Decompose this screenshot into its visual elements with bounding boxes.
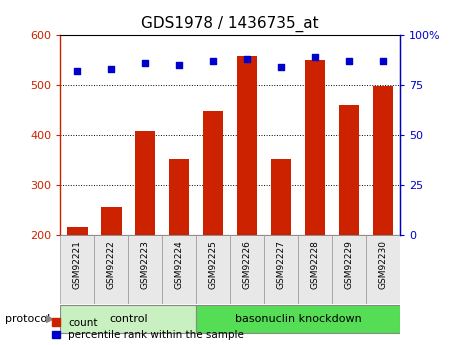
Bar [128,235,162,304]
Bar [196,305,400,333]
Text: GSM92223: GSM92223 [141,240,150,289]
Bar [135,130,155,335]
Point [379,58,387,63]
Point [209,58,217,63]
Bar [60,235,94,304]
Bar [264,235,298,304]
Bar [373,86,393,335]
Bar [196,235,230,304]
Point [141,60,149,65]
Text: GSM92229: GSM92229 [345,240,353,289]
Bar [67,227,87,335]
Bar [94,235,128,304]
Point [312,54,319,59]
Text: GSM92222: GSM92222 [107,240,116,289]
Bar [60,305,196,333]
Legend: count, percentile rank within the sample: count, percentile rank within the sample [52,318,244,340]
Bar [169,159,189,335]
Text: GSM92226: GSM92226 [243,240,252,289]
Bar [101,207,121,335]
Bar [298,235,332,304]
Point [345,58,353,63]
Title: GDS1978 / 1436735_at: GDS1978 / 1436735_at [141,16,319,32]
Text: GSM92224: GSM92224 [175,240,184,289]
Bar [271,159,291,335]
Text: protocol: protocol [5,314,50,324]
Text: GSM92221: GSM92221 [73,240,82,289]
Bar [162,235,196,304]
Bar [230,235,264,304]
Bar [237,56,257,335]
Point [244,56,251,61]
Bar [203,110,223,335]
Point [73,68,81,73]
Text: control: control [109,314,148,324]
Text: GSM92227: GSM92227 [277,240,286,289]
Text: basonuclin knockdown: basonuclin knockdown [235,314,361,324]
Text: GSM92228: GSM92228 [311,240,319,289]
Bar [366,235,400,304]
Text: GSM92225: GSM92225 [209,240,218,289]
Text: GSM92230: GSM92230 [379,240,387,289]
Bar [305,60,325,335]
Point [176,62,183,67]
Bar [339,105,359,335]
Point [277,64,285,69]
Text: ▶: ▶ [46,314,54,324]
Point [107,66,115,71]
Bar [332,235,366,304]
